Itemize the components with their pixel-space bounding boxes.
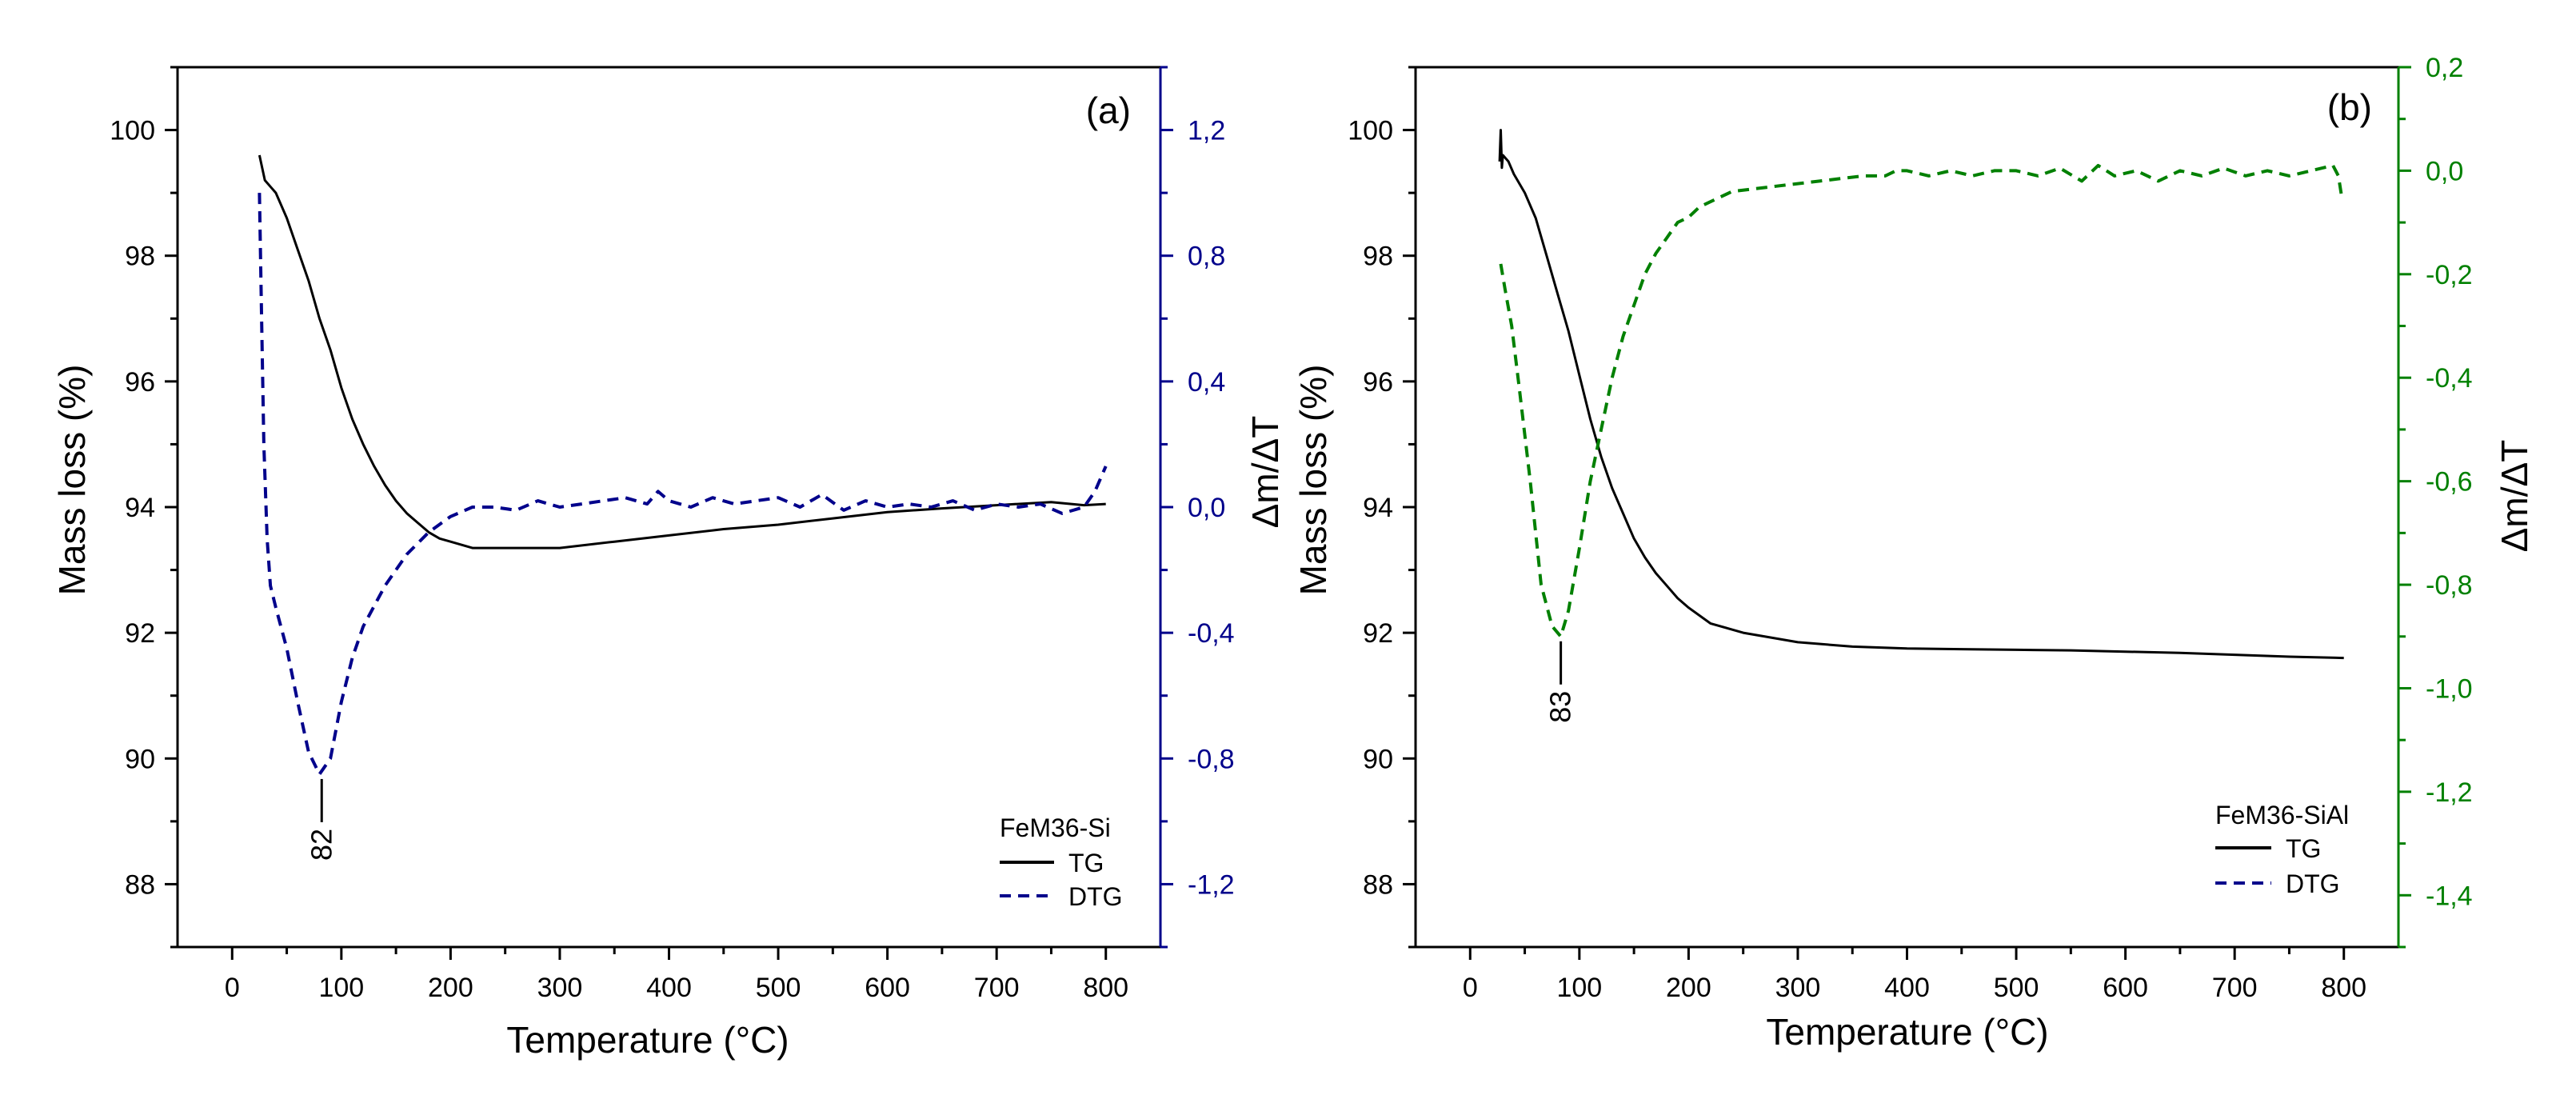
y2-axis-ticks: -1,2 -0,8 -0,4 0,0 0,4 0,8 1,2	[1160, 66, 1235, 949]
annotation-layer: 83	[1544, 641, 1577, 723]
legend: FeM36-SiAl TG DTG	[2215, 801, 2349, 898]
x-axis-ticks: 0 100 200 300 400 500 600 700 800	[1463, 947, 2366, 1003]
x-tick-label: 600	[2103, 973, 2148, 1003]
x-axis-label: Temperature (°C)	[506, 1019, 789, 1061]
y-tick-label: 94	[1363, 493, 1393, 523]
y-tick-label: 88	[1363, 869, 1393, 900]
x-axis-ticks: 0 100 200 300 400 500 600 700 800	[225, 947, 1128, 1003]
y2-tick-label: -0,6	[2426, 467, 2473, 498]
y2-tick-label: -1,2	[2426, 777, 2473, 808]
y-axis-ticks: 88 90 92 94 96 98 100	[110, 66, 178, 949]
y-tick-label: 100	[110, 116, 155, 146]
y2-tick-label: -0,8	[2426, 570, 2473, 601]
legend-title: FeM36-Si	[1000, 813, 1111, 842]
x-tick-label: 600	[865, 973, 910, 1003]
y-tick-label: 90	[125, 744, 155, 774]
y-tick-label: 100	[1348, 116, 1393, 146]
y2-tick-label: 0,4	[1188, 367, 1225, 398]
x-tick-label: 700	[2212, 973, 2258, 1003]
panel-a: 0 100 200 300 400 500 600 700 800 88 90 92 94 96 98 10…	[51, 66, 1286, 1061]
y2-tick-label: 1,2	[1188, 116, 1225, 146]
legend-tg-label: TG	[1068, 849, 1104, 877]
x-tick-label: 800	[2321, 973, 2366, 1003]
panel-label: (a)	[1086, 90, 1131, 131]
y-tick-label: 92	[1363, 618, 1393, 649]
y-tick-label: 96	[125, 367, 155, 398]
x-tick-label: 300	[1775, 973, 1821, 1003]
y2-axis-ticks: -1,4 -1,2 -1,0 -0,8 -0,6 -0,4 -0,2 0,0 0,2	[2398, 53, 2473, 949]
y-tick-label: 88	[125, 869, 155, 900]
y2-tick-label: 0,8	[1188, 242, 1225, 272]
legend-tg-label: TG	[2286, 834, 2321, 863]
x-tick-label: 0	[225, 973, 240, 1003]
peak-annotation: 82	[305, 829, 337, 861]
y2-tick-label: 0,0	[1188, 493, 1225, 523]
x-tick-label: 700	[974, 973, 1020, 1003]
y-tick-label: 92	[125, 618, 155, 649]
x-tick-label: 500	[1994, 973, 2039, 1003]
y-tick-label: 98	[125, 242, 155, 272]
x-tick-label: 800	[1083, 973, 1128, 1003]
legend-dtg-label: DTG	[2286, 869, 2340, 898]
series-dtg-line	[258, 193, 1108, 776]
x-tick-label: 400	[1884, 973, 1930, 1003]
panel-b: 0 100 200 300 400 500 600 700 800 88 90 92 94 96 98 10…	[1292, 53, 2535, 1053]
x-tick-label: 200	[428, 973, 473, 1003]
annotation-layer: 82	[305, 778, 337, 861]
legend-dtg-label: DTG	[1068, 882, 1123, 911]
y2-tick-label: -0,4	[1188, 618, 1235, 649]
x-tick-label: 100	[1556, 973, 1602, 1003]
y2-tick-label: -0,8	[1188, 744, 1235, 774]
series-layer	[1498, 129, 2344, 660]
series-dtg-line	[1499, 163, 2343, 638]
y2-tick-label: 0,2	[2426, 53, 2463, 83]
y2-tick-label: -1,2	[1188, 869, 1235, 900]
x-tick-label: 200	[1666, 973, 1711, 1003]
y2-tick-label: -0,2	[2426, 260, 2473, 290]
panel-label: (b)	[2327, 86, 2372, 128]
series-tg-line	[258, 154, 1106, 550]
y-tick-label: 98	[1363, 242, 1393, 272]
x-tick-label: 100	[318, 973, 364, 1003]
y2-axis-label: Δm/ΔT	[2494, 440, 2535, 553]
x-tick-label: 300	[537, 973, 583, 1003]
legend-title: FeM36-SiAl	[2215, 801, 2349, 829]
series-tg-line	[1498, 129, 2344, 660]
y2-tick-label: -0,4	[2426, 363, 2473, 394]
y-tick-label: 90	[1363, 744, 1393, 774]
x-tick-label: 400	[646, 973, 692, 1003]
y2-tick-label: 0,0	[2426, 156, 2463, 186]
y-tick-label: 94	[125, 493, 155, 523]
y-axis-label: Mass loss (%)	[51, 365, 93, 596]
x-tick-label: 500	[756, 973, 801, 1003]
y2-axis-label: Δm/ΔT	[1244, 416, 1286, 529]
peak-annotation: 83	[1544, 691, 1577, 723]
y-axis-ticks: 88 90 92 94 96 98 100	[1348, 66, 1416, 949]
x-axis-label: Temperature (°C)	[1766, 1011, 2048, 1053]
x-tick-label: 0	[1463, 973, 1478, 1003]
y-axis-label: Mass loss (%)	[1292, 365, 1334, 596]
y2-tick-label: -1,4	[2426, 881, 2473, 911]
series-layer	[258, 154, 1108, 776]
y2-tick-label: -1,0	[2426, 673, 2473, 704]
legend: FeM36-Si TG DTG	[1000, 813, 1123, 911]
y-tick-label: 96	[1363, 367, 1393, 398]
